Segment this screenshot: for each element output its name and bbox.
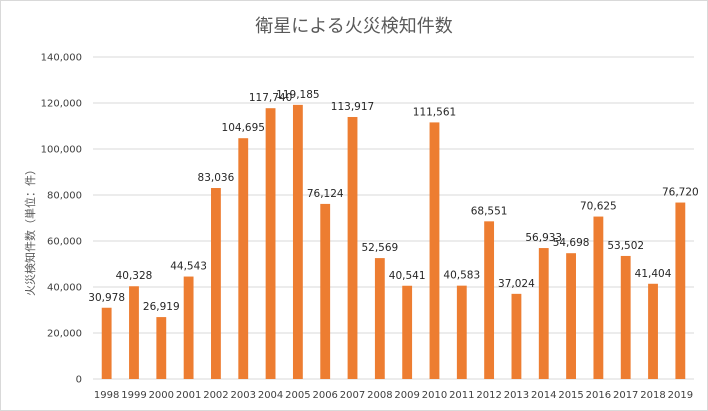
- bar: [566, 253, 576, 379]
- y-tick-label: 0: [76, 375, 82, 386]
- x-tick-label: 2014: [531, 390, 556, 401]
- x-tick-label: 2000: [149, 390, 174, 401]
- x-tick-label: 2015: [558, 390, 583, 401]
- x-tick-label: 2005: [285, 390, 310, 401]
- x-tick-label: 2012: [476, 390, 501, 401]
- bar: [374, 258, 385, 379]
- data-label: 70,625: [580, 201, 617, 213]
- x-tick-label: 2010: [422, 390, 447, 401]
- bar: [265, 108, 276, 379]
- data-label: 119,185: [276, 89, 319, 101]
- bar: [292, 104, 303, 379]
- bar: [648, 283, 658, 379]
- x-tick-label: 2016: [586, 390, 611, 401]
- bar: [620, 255, 631, 379]
- x-tick-label: 2007: [340, 390, 365, 401]
- x-tick-label: 2017: [613, 390, 638, 401]
- gridlines: [93, 56, 694, 380]
- y-tick-label: 140,000: [41, 53, 82, 64]
- x-tick-label: 1999: [121, 390, 146, 401]
- bars: [101, 104, 686, 379]
- data-label: 76,124: [307, 188, 344, 200]
- data-label: 52,569: [361, 242, 398, 254]
- x-tick-label: 2004: [258, 390, 283, 401]
- data-label: 40,583: [443, 270, 480, 282]
- data-label: 40,541: [389, 270, 426, 282]
- y-tick-label: 20,000: [47, 329, 82, 340]
- data-label: 117,740: [249, 92, 292, 104]
- bar: [101, 307, 112, 379]
- x-tick-label: 1998: [94, 390, 119, 401]
- x-tick-label: 2019: [668, 390, 693, 401]
- bar: [238, 138, 249, 379]
- x-tick-label: 2009: [394, 390, 419, 401]
- data-label: 41,404: [635, 268, 672, 280]
- bar: [538, 248, 549, 379]
- data-label: 53,502: [607, 240, 644, 252]
- bar: [402, 285, 413, 379]
- bar: [320, 203, 331, 379]
- y-axis-label: 火災検知件数（単位：件）: [23, 164, 37, 296]
- x-tick-label: 2008: [367, 390, 392, 401]
- chart-title: 衛星による火災検知件数: [255, 16, 453, 37]
- bar: [484, 221, 495, 379]
- data-label: 44,543: [170, 261, 207, 273]
- bar: [429, 122, 440, 379]
- data-label: 113,917: [331, 101, 374, 113]
- data-label: 83,036: [198, 172, 235, 184]
- x-tick-label: 2003: [231, 390, 256, 401]
- data-label: 68,551: [471, 205, 508, 217]
- y-tick-label: 60,000: [47, 237, 82, 248]
- bar: [183, 276, 194, 379]
- x-tick-label: 2002: [203, 390, 228, 401]
- y-tick-label: 80,000: [47, 191, 82, 202]
- x-tick-label: 2011: [449, 390, 474, 401]
- x-tick-label: 2018: [640, 390, 665, 401]
- data-label: 111,561: [413, 106, 456, 118]
- x-tick-labels: 1998 1999 2000 2001 2002 2003 2004 2005 2006 2007…: [94, 390, 693, 401]
- data-labels: 30,978 40,328 26,919 44,543 83,036 104,695 117…: [88, 89, 698, 313]
- data-label: 104,695: [222, 122, 265, 134]
- data-label: 56,933: [525, 232, 562, 244]
- data-label: 30,978: [88, 292, 125, 304]
- x-tick-label: 2006: [312, 390, 337, 401]
- y-tick-label: 100,000: [41, 145, 82, 156]
- bar: [593, 216, 604, 379]
- x-tick-label: 2013: [504, 390, 529, 401]
- data-label: 40,328: [116, 270, 153, 282]
- data-label: 26,919: [143, 301, 180, 313]
- y-tick-label: 40,000: [47, 283, 82, 294]
- bar: [675, 202, 686, 379]
- data-label: 54,698: [553, 237, 590, 249]
- bar: [347, 116, 358, 379]
- bar: [456, 285, 467, 379]
- data-label: 76,720: [662, 187, 699, 199]
- bar: [511, 293, 522, 379]
- y-tick-labels: 0 20,000 40,000 60,000 80,000 100,000 120,000 1…: [41, 53, 82, 386]
- bar: [156, 317, 167, 379]
- y-tick-label: 120,000: [41, 99, 82, 110]
- x-tick-label: 2001: [176, 390, 201, 401]
- bar: [211, 188, 221, 379]
- bar: [129, 286, 139, 379]
- data-label: 37,024: [498, 278, 535, 290]
